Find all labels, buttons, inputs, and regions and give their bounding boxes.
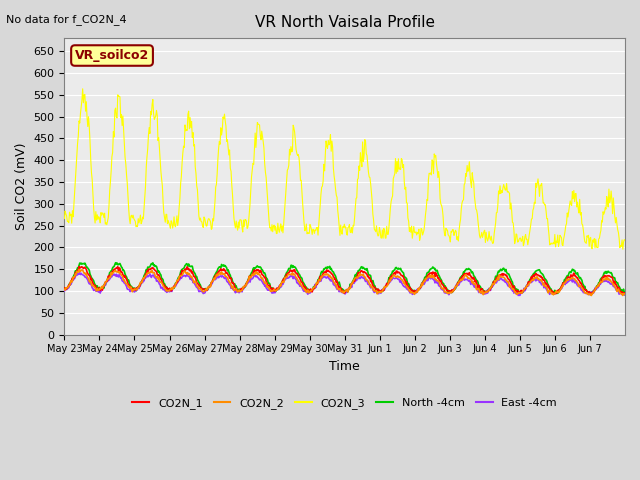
Y-axis label: Soil CO2 (mV): Soil CO2 (mV) <box>15 143 28 230</box>
Title: VR North Vaisala Profile: VR North Vaisala Profile <box>255 15 435 30</box>
X-axis label: Time: Time <box>330 360 360 373</box>
Legend: CO2N_1, CO2N_2, CO2N_3, North -4cm, East -4cm: CO2N_1, CO2N_2, CO2N_3, North -4cm, East… <box>128 394 561 413</box>
Text: No data for f_CO2N_4: No data for f_CO2N_4 <box>6 14 127 25</box>
Text: VR_soilco2: VR_soilco2 <box>75 49 149 62</box>
